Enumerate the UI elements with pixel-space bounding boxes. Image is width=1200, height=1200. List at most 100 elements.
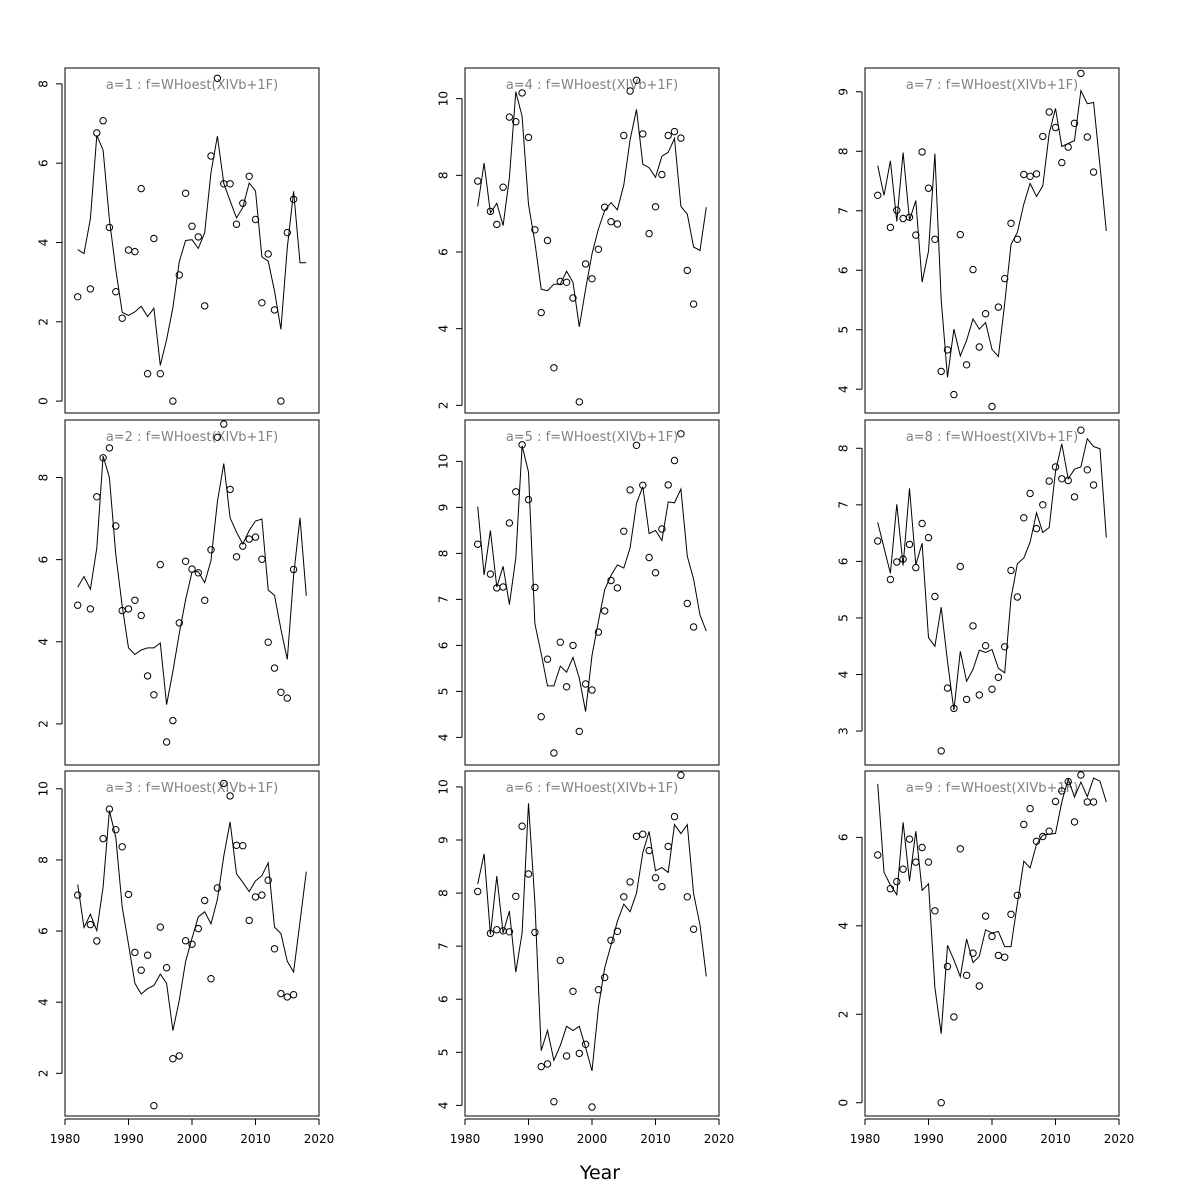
observed-point — [1089, 481, 1098, 489]
panel-title: a=4 : f=WHoest(XIVb+1F) — [506, 78, 678, 93]
observed-point — [74, 891, 82, 899]
observed-point — [937, 747, 945, 755]
observed-point — [639, 130, 647, 138]
observed-point — [1045, 827, 1053, 835]
observed-point — [613, 220, 622, 228]
observed-point — [658, 170, 666, 179]
x-tick-label: 1980 — [450, 1132, 481, 1146]
observed-point — [537, 1062, 545, 1071]
observed-point — [93, 129, 101, 137]
observed-point — [543, 236, 552, 245]
fitted-line — [77, 135, 307, 366]
y-tick-label: 7 — [837, 207, 851, 215]
observed-point — [188, 222, 196, 230]
observed-point — [683, 893, 691, 901]
observed-point — [289, 195, 298, 204]
observed-point — [601, 607, 609, 615]
observed-point — [150, 691, 158, 699]
observed-point — [874, 851, 882, 859]
observed-point — [1026, 804, 1034, 813]
panel-title: a=9 : f=WHoest(XIVb+1F) — [906, 781, 1078, 796]
observed-point — [613, 927, 622, 935]
observed-point — [594, 245, 603, 254]
observed-point — [639, 481, 647, 489]
panel-title: a=5 : f=WHoest(XIVb+1F) — [506, 430, 678, 445]
observed-point — [99, 454, 107, 462]
observed-point — [677, 134, 685, 142]
observed-point — [505, 519, 514, 527]
observed-point — [1032, 170, 1041, 178]
y-tick-label: 8 — [37, 474, 51, 482]
observed-point — [1013, 593, 1022, 601]
observed-point — [658, 525, 666, 533]
observed-point — [531, 583, 539, 592]
observed-point — [143, 370, 152, 378]
observed-point — [524, 495, 533, 504]
y-tick-label: 8 — [37, 856, 51, 864]
y-tick-label: 8 — [837, 147, 851, 155]
observed-point — [1083, 798, 1092, 806]
observed-point — [226, 180, 234, 188]
plot-frame — [64, 770, 320, 1117]
observed-point — [474, 540, 482, 548]
observed-point — [569, 641, 577, 650]
x-tick-label: 2020 — [1104, 1132, 1135, 1146]
x-tick-label: 1980 — [50, 1132, 81, 1146]
y-tick-label: 6 — [837, 558, 851, 566]
observed-point — [937, 367, 945, 376]
plot-frame — [864, 770, 1120, 1117]
observed-point — [486, 929, 495, 938]
observed-point — [683, 599, 691, 608]
observed-point — [550, 364, 558, 372]
chart-panel-4: a=4 : f=WHoest(XIVb+1F) 2 4 6 8 10 — [437, 67, 720, 414]
y-tick-label: 4 — [437, 325, 451, 333]
observed-point — [537, 713, 545, 721]
observed-point — [651, 874, 660, 882]
observed-point — [245, 916, 253, 925]
observed-point — [1039, 132, 1047, 141]
observed-point — [162, 964, 171, 972]
observed-point — [632, 832, 641, 840]
observed-point — [670, 812, 679, 821]
observed-point — [988, 685, 996, 693]
observed-point — [486, 207, 495, 216]
observed-point — [931, 592, 939, 601]
observed-point — [658, 883, 666, 891]
observed-point — [1020, 820, 1028, 829]
observed-point — [632, 76, 641, 85]
panel-title: a=8 : f=WHoest(XIVb+1F) — [906, 430, 1078, 445]
observed-point — [1064, 476, 1072, 485]
observed-point — [518, 822, 526, 830]
observed-point — [1039, 832, 1047, 841]
observed-point — [581, 1040, 590, 1049]
observed-point — [181, 557, 190, 565]
observed-point — [1013, 891, 1022, 899]
y-tick-label: 7 — [837, 501, 851, 509]
observed-point — [486, 570, 495, 578]
fitted-line — [877, 777, 1107, 1034]
observed-point — [994, 673, 1003, 681]
observed-point — [886, 575, 895, 584]
observed-point — [645, 846, 653, 855]
y-tick-label: 2 — [37, 318, 51, 326]
observed-point — [918, 843, 926, 852]
y-tick-label: 4 — [837, 922, 851, 930]
y-tick-label: 9 — [837, 88, 851, 96]
observed-point — [1064, 777, 1072, 786]
observed-point — [994, 951, 1003, 960]
observed-point — [1026, 489, 1034, 498]
observed-point — [956, 230, 964, 239]
observed-point — [143, 951, 152, 959]
y-tick-label: 5 — [437, 1048, 451, 1056]
observed-point — [105, 805, 114, 813]
y-tick-label: 2 — [837, 1010, 851, 1018]
x-tick-label: 2020 — [704, 1132, 735, 1146]
observed-point — [289, 991, 298, 999]
y-tick-label: 6 — [437, 248, 451, 256]
observed-point — [607, 576, 615, 585]
observed-point — [1007, 566, 1015, 575]
observed-point — [924, 533, 933, 542]
observed-point — [975, 691, 983, 699]
y-tick-label: 4 — [837, 671, 851, 679]
observed-point — [632, 441, 641, 449]
